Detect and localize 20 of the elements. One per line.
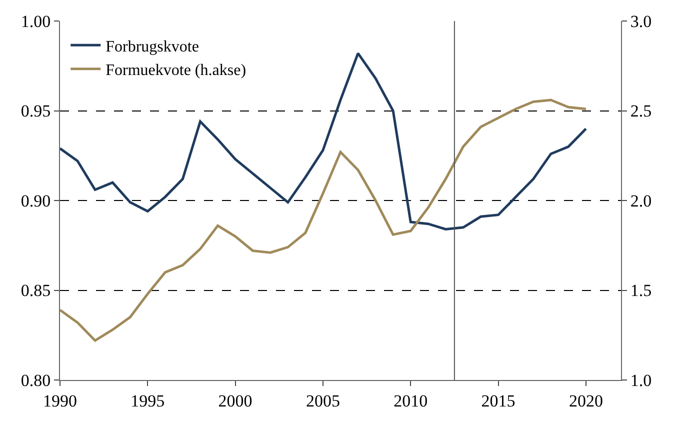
x-tick-label: 2015 <box>481 391 516 410</box>
y2-tick-label: 1.0 <box>630 370 652 390</box>
x-tick-label: 2005 <box>306 391 340 410</box>
y2-tick-label: 2.0 <box>630 191 652 210</box>
x-tick-label: 2010 <box>394 391 428 410</box>
y2-tick-label: 1.5 <box>630 281 652 300</box>
x-tick-label: 2020 <box>568 391 603 410</box>
legend-label: Forbrugskvote <box>106 38 199 56</box>
x-tick-label: 1995 <box>130 391 165 410</box>
y-tick-label: 1.00 <box>20 12 51 31</box>
y2-tick-label: 2.5 <box>630 102 652 121</box>
y-tick-label: 0.95 <box>20 102 51 121</box>
line-series <box>60 98 588 342</box>
x-tick-label: 2000 <box>218 391 252 410</box>
legend-label: Formuekvote (h.akse) <box>106 62 246 80</box>
y-tick-label: 0.90 <box>20 191 51 210</box>
y-tick-label: 0.85 <box>20 281 51 300</box>
y2-tick-label: 3.0 <box>630 12 652 31</box>
x-tick-label: 1990 <box>43 391 77 410</box>
y-tick-label: 0.80 <box>20 370 51 390</box>
